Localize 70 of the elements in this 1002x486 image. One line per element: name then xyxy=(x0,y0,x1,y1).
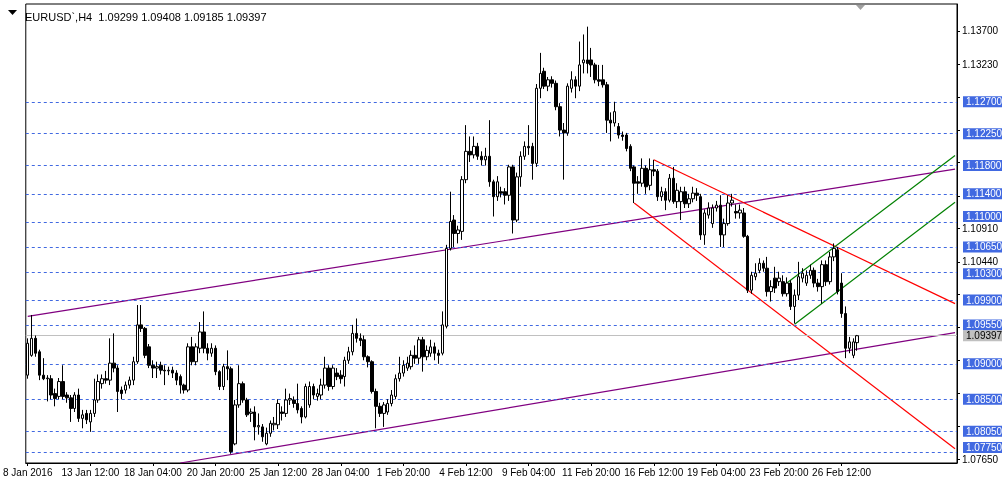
ref-line-label: 1.09900 xyxy=(966,294,1002,306)
x-tick-label: 8 Jan 2016 xyxy=(2,466,53,478)
candlestick xyxy=(597,64,601,87)
candlestick xyxy=(719,194,722,248)
candlestick xyxy=(852,337,855,359)
x-tick-label: 4 Feb 12:00 xyxy=(439,466,494,478)
candlestick xyxy=(253,405,256,441)
ref-line-label: 1.08500 xyxy=(966,393,1002,405)
candlestick xyxy=(124,381,127,395)
ref-line-label: 1.12700 xyxy=(966,96,1002,108)
candlestick xyxy=(155,361,159,379)
x-tick-label: 18 Jan 04:00 xyxy=(124,466,183,478)
ref-line-label: 1.12250 xyxy=(966,128,1002,140)
ref-line-label: 1.10300 xyxy=(966,268,1002,280)
candlestick xyxy=(429,339,432,358)
x-tick-label: 19 Feb 04:00 xyxy=(686,466,747,478)
x-tick-label: 23 Feb 20:00 xyxy=(749,466,809,478)
x-tick-label: 26 Feb 12:00 xyxy=(812,466,872,478)
candlestick xyxy=(276,398,280,430)
candlestick xyxy=(511,164,515,234)
y-tick-label: 1.07650 xyxy=(962,453,999,465)
candlestick xyxy=(179,373,182,395)
y-tick-label: 1.10910 xyxy=(962,223,999,235)
y-tick-label: 1.13700 xyxy=(962,25,999,37)
ref-line-label: 1.11000 xyxy=(966,211,1002,223)
candlestick xyxy=(331,364,335,390)
candlestick xyxy=(69,394,73,423)
candlestick xyxy=(433,342,436,361)
candlestick xyxy=(61,364,65,400)
candlestick xyxy=(711,203,714,229)
candlestick xyxy=(617,122,620,140)
candlestick xyxy=(672,166,675,205)
candlestick xyxy=(163,364,166,386)
x-tick-label: 25 Jan 12:00 xyxy=(249,466,308,478)
candlestick xyxy=(758,257,761,274)
candlestick xyxy=(781,274,785,298)
x-tick-label: 13 Jan 12:00 xyxy=(61,466,120,478)
ref-line-label: 1.10650 xyxy=(966,241,1002,253)
text: EURUSD`,H4 1.09299 1.09408 1.09185 1.09397 xyxy=(25,10,267,23)
candlestick xyxy=(402,359,405,378)
ref-line-label: 1.11800 xyxy=(966,160,1002,171)
candlestick xyxy=(108,337,112,386)
y-tick-label: 1.13230 xyxy=(962,58,999,70)
y-tick-label: 1.10440 xyxy=(962,256,999,268)
x-tick-label: 16 Feb 12:00 xyxy=(624,466,684,478)
x-tick-label: 11 Feb 20:00 xyxy=(562,466,621,478)
ref-line-label: 1.11400 xyxy=(966,188,1002,200)
candlestick xyxy=(648,157,652,191)
candlestick xyxy=(820,259,824,305)
ref-line-label: 1.09397 xyxy=(966,330,1002,342)
candlestick xyxy=(409,349,413,370)
x-tick-label: 20 Jan 20:00 xyxy=(186,466,245,478)
candlestick xyxy=(765,256,769,298)
ref-line-label: 1.09000 xyxy=(966,358,1002,370)
ref-line-label: 1.07750 xyxy=(966,441,1002,453)
candlestick xyxy=(421,336,425,373)
x-tick-label: 28 Jan 04:00 xyxy=(311,466,371,478)
candlestick xyxy=(586,26,589,74)
x-tick-label: 9 Feb 04:00 xyxy=(501,466,556,478)
ref-line-label: 1.09550 xyxy=(966,319,1002,331)
candlestick xyxy=(472,135,476,159)
candlestick xyxy=(284,388,288,418)
candlestick xyxy=(679,186,683,221)
candlestick xyxy=(304,383,307,419)
candlestick xyxy=(382,401,386,428)
x-tick-label: 1 Feb 20:00 xyxy=(376,466,431,478)
candlestick xyxy=(805,269,808,287)
candlestick xyxy=(812,267,816,288)
ref-line-label: 1.08050 xyxy=(966,425,1002,437)
candlestick xyxy=(734,203,738,220)
